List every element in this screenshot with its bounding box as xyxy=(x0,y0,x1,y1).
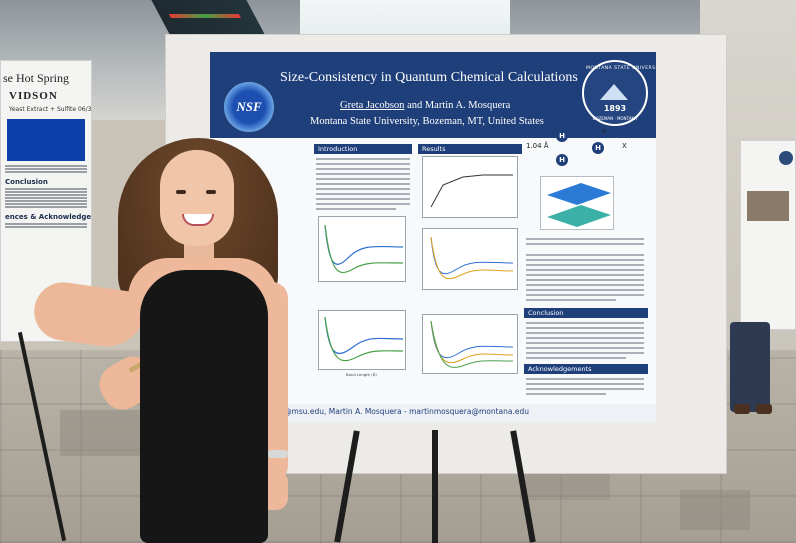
section-conclusion: Conclusion xyxy=(524,308,648,318)
intro-plot-1 xyxy=(318,216,406,282)
poster-title: Size-Consistency in Quantum Chemical Cal… xyxy=(280,70,578,85)
poster-affiliation: Montana State University, Bozeman, MT, U… xyxy=(310,116,544,127)
left-poster-conclusion: Conclusion xyxy=(5,178,48,186)
msu-seal-ring-text: MONTANA STATE UNIVERSITY xyxy=(586,66,656,71)
research-poster: NSF Size-Consistency in Quantum Chemical… xyxy=(210,52,656,422)
msu-seal: MONTANA STATE UNIVERSITY 1893 BOZEMAN · … xyxy=(582,60,656,126)
background-shoe-right xyxy=(756,404,772,414)
mountain-icon xyxy=(600,84,628,100)
msu-seal-year: 1893 xyxy=(603,104,627,113)
potential-energy-surface xyxy=(540,176,614,230)
nsf-logo-text: NSF xyxy=(236,99,262,114)
author-1: Greta Jacobson xyxy=(340,100,405,111)
footer-email: bson@msu.edu, Martin A. Mosquera - marti… xyxy=(266,407,530,416)
right-poster-image xyxy=(747,191,789,221)
right-poster xyxy=(740,140,796,330)
presenter-face xyxy=(160,150,234,246)
plot-axis-label: Bond Length (Å) xyxy=(346,372,377,377)
atom-h-1: H xyxy=(556,130,568,142)
right-poster-seal xyxy=(779,151,793,165)
left-poster-author: VIDSON xyxy=(9,90,58,102)
left-poster-chart-label: Yeast Extract + Sulfite 06/30/21 xyxy=(9,106,92,113)
background-shoe-left xyxy=(734,404,750,414)
section-results: Results xyxy=(418,144,522,154)
easel-leg-mid xyxy=(432,430,438,543)
section-introduction: Introduction xyxy=(314,144,412,154)
wristwatch xyxy=(268,450,288,458)
axis-y-label: Y xyxy=(602,128,607,136)
nsf-logo: NSF xyxy=(224,82,274,132)
results-plot-3 xyxy=(422,314,518,374)
bond-length-label: 1.04 Å xyxy=(526,142,549,150)
left-poster-image xyxy=(7,119,85,161)
results-plot-1 xyxy=(422,156,518,218)
background-person xyxy=(730,322,770,412)
msu-seal-bottom-text: BOZEMAN · MONTANA xyxy=(592,116,638,121)
poster-authors: Greta Jacobson and Martin A. Mosquera xyxy=(340,100,510,111)
presenter-black-dress xyxy=(140,270,268,543)
atom-h-3: H xyxy=(592,142,604,154)
poster-footer: bson@msu.edu, Martin A. Mosquera - marti… xyxy=(210,404,656,422)
left-poster-acknowledgements: ences & Acknowledgemen xyxy=(5,213,92,221)
axis-x-label: X xyxy=(622,142,627,150)
poster-banner: NSF Size-Consistency in Quantum Chemical… xyxy=(210,52,656,138)
atom-h-2: H xyxy=(556,154,568,166)
results-plot-2 xyxy=(422,228,518,290)
presenter-smile xyxy=(182,214,214,226)
author-join: and Martin A. Mosquera xyxy=(407,100,511,111)
section-acknowledgements: Acknowledgements xyxy=(524,364,648,374)
intro-plot-2 xyxy=(318,310,406,370)
left-poster-title: se Hot Spring xyxy=(3,71,69,85)
h3-molecule-diagram: 1.04 Å H H H Y X xyxy=(526,128,636,168)
